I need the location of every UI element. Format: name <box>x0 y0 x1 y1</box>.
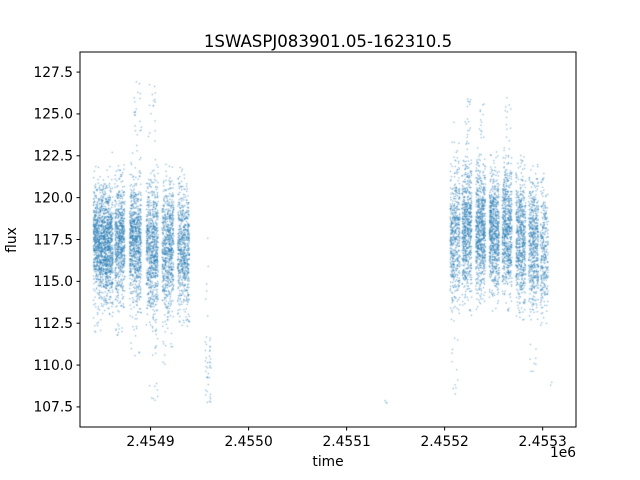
x-tick-label: 2.4553 <box>519 434 567 450</box>
y-tick-label: 107.5 <box>34 400 74 416</box>
x-axis-ticks: 2.4549 2.4550 2.4551 2.4552 2.4553 <box>126 427 567 450</box>
y-tick-label: 122.5 <box>34 149 74 165</box>
plot-border <box>79 51 577 428</box>
y-tick-label: 115.0 <box>34 274 74 290</box>
y-tick-label: 110.0 <box>34 358 74 374</box>
x-axis-offset-label: 1e6 <box>550 445 576 461</box>
chart-title: 1SWASPJ083901.05-162310.5 <box>204 32 452 51</box>
y-axis-label: flux <box>4 227 20 253</box>
y-tick-label: 120.0 <box>34 190 74 206</box>
x-tick-label: 2.4550 <box>224 434 272 450</box>
y-tick-label: 127.5 <box>34 65 74 81</box>
x-axis-label: time <box>312 454 343 470</box>
y-axis-ticks: 107.5 110.0 112.5 115.0 117.5 120.0 122.5 125.0… <box>34 65 80 416</box>
y-tick-label: 117.5 <box>34 232 74 248</box>
x-tick-label: 2.4549 <box>126 434 174 450</box>
x-tick-label: 2.4551 <box>322 434 370 450</box>
y-tick-label: 125.0 <box>34 107 74 123</box>
x-tick-label: 2.4552 <box>421 434 469 450</box>
y-tick-label: 112.5 <box>34 316 74 332</box>
